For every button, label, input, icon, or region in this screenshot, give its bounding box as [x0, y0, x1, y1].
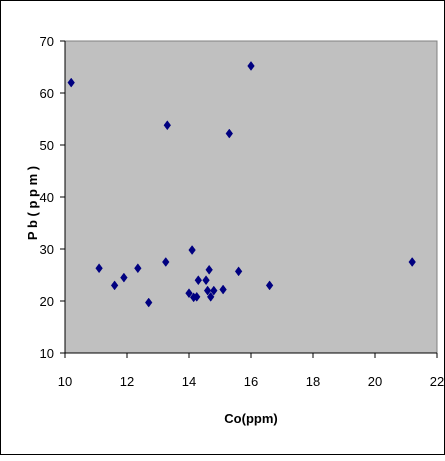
x-tick-label: 18 [306, 374, 320, 389]
x-tick-label: 22 [430, 374, 444, 389]
data-point [193, 291, 201, 302]
y-axis-label: P b ( p p m ) [25, 166, 40, 240]
plot-area [64, 40, 438, 354]
data-point [145, 297, 153, 308]
x-tick-label: 12 [120, 374, 134, 389]
data-point [188, 245, 196, 255]
tick-marks [60, 40, 438, 358]
y-tick-label: 50 [40, 138, 54, 153]
x-tick-label: 10 [58, 374, 72, 389]
data-points [67, 61, 416, 308]
data-point [205, 264, 213, 275]
data-point [185, 288, 193, 299]
tick-labels: 10 12 14 16 18 20 22 10 20 30 40 50 60 70 [40, 34, 445, 389]
data-point [247, 61, 255, 71]
y-tick-label: 60 [40, 86, 54, 101]
data-point [207, 291, 215, 302]
data-point [194, 275, 202, 286]
y-tick-label: 10 [40, 346, 54, 361]
data-point [95, 263, 103, 274]
y-tick-label: 40 [40, 190, 54, 205]
y-tick-label: 30 [40, 242, 54, 257]
data-point [219, 284, 227, 295]
x-tick-label: 14 [182, 374, 196, 389]
data-point [162, 257, 170, 267]
data-point [110, 280, 119, 291]
data-point [234, 266, 243, 277]
data-point [265, 280, 274, 291]
x-tick-label: 20 [368, 374, 382, 389]
data-point [67, 77, 75, 88]
data-point [408, 257, 416, 267]
data-point [163, 120, 171, 131]
data-point [120, 272, 128, 283]
y-tick-label: 20 [40, 294, 54, 309]
y-tick-label: 70 [40, 34, 54, 49]
data-point [210, 285, 218, 296]
data-point [225, 128, 233, 139]
data-point [203, 285, 212, 296]
x-axis-label: Co(ppm) [224, 411, 277, 426]
data-point [202, 275, 210, 286]
data-point [134, 263, 142, 274]
x-tick-label: 16 [244, 374, 258, 389]
